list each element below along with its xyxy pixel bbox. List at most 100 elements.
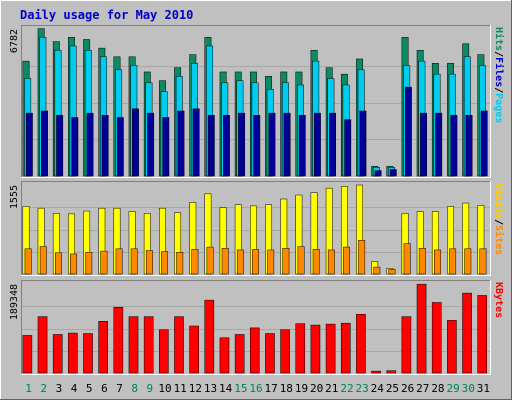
bar-kbytes (37, 316, 48, 374)
panel-hits-axis-label: Hits/Files/Pages (493, 27, 505, 123)
bar-kbytes (462, 292, 472, 374)
bar-kbytes (204, 299, 215, 374)
series-sites (24, 239, 487, 275)
day-label: 27 (416, 382, 429, 395)
bar-pages (116, 117, 124, 177)
bar-kbytes (295, 323, 306, 374)
axis-label-part: / (493, 51, 504, 57)
day-label: 17 (265, 382, 278, 395)
bar-sites (206, 246, 214, 275)
chart-title: Daily usage for May 2010 (20, 8, 193, 22)
bar-pages (313, 112, 321, 177)
bar-kbytes (340, 322, 351, 374)
bar-kbytes (128, 316, 139, 374)
day-label: 3 (56, 382, 63, 395)
day-label: 25 (386, 382, 399, 395)
bar-kbytes (325, 323, 336, 374)
bar-sites (403, 243, 411, 275)
day-label: 23 (356, 382, 369, 395)
day-label: 29 (446, 382, 459, 395)
bar-pages (329, 112, 337, 177)
bar-pages (359, 110, 367, 177)
day-label: 21 (325, 382, 338, 395)
bar-kbytes (431, 302, 442, 374)
bar-sites (55, 252, 62, 275)
bar-kbytes (113, 306, 124, 374)
bar-sites (252, 249, 259, 275)
bar-kbytes (401, 316, 412, 374)
bar-kbytes (143, 316, 154, 374)
bar-kbytes (159, 329, 169, 374)
bar-kbytes (52, 334, 63, 374)
axis-label-part: Files (493, 57, 505, 87)
day-label: 10 (158, 382, 171, 395)
bar-sites (449, 248, 457, 275)
bar-pages (268, 112, 276, 177)
day-label: 19 (295, 382, 308, 395)
day-label: 6 (101, 382, 108, 395)
panel-visits: 1555 Visits/Sites (9, 181, 505, 276)
day-label: 7 (116, 382, 123, 395)
bar-kbytes (371, 370, 381, 374)
day-label: 2 (40, 382, 47, 395)
bar-pages (71, 117, 79, 177)
bar-pages (344, 119, 352, 177)
bar-pages (465, 115, 473, 177)
bar-sites (176, 252, 184, 275)
bar-pages (132, 108, 139, 177)
bar-kbytes (386, 370, 397, 374)
axis-label-part: / (493, 87, 504, 93)
bar-kbytes (234, 334, 245, 374)
bar-kbytes (68, 332, 78, 374)
day-label: 9 (147, 382, 154, 395)
bar-pages (298, 115, 306, 177)
day-label: 5 (86, 382, 93, 395)
bar-pages (435, 112, 443, 177)
bar-sites (24, 248, 32, 275)
bar-sites (161, 251, 169, 275)
axis-label-part: Sites (493, 225, 505, 255)
bar-sites (130, 248, 138, 275)
day-label: 13 (204, 382, 217, 395)
day-label: 14 (219, 382, 233, 395)
bar-pages (374, 170, 382, 177)
bar-kbytes (174, 316, 184, 374)
bar-pages (86, 112, 94, 177)
bar-sites (464, 248, 472, 275)
bar-kbytes (310, 324, 321, 374)
day-label: 12 (189, 382, 202, 395)
bar-pages (162, 117, 170, 177)
day-label: 30 (462, 382, 475, 395)
bar-pages (25, 112, 33, 177)
bar-sites (236, 249, 244, 275)
bar-sites (115, 248, 123, 275)
bar-sites (191, 249, 199, 275)
day-label: 15 (234, 382, 247, 395)
day-label: 20 (310, 382, 323, 395)
bar-pages (404, 86, 412, 177)
bar-kbytes (22, 335, 33, 374)
panel-visits-max-label: 1555 (9, 185, 20, 209)
bar-kbytes (416, 283, 427, 374)
bar-pages (207, 115, 215, 177)
axis-label-part: KBytes (493, 282, 504, 318)
bar-sites (343, 246, 350, 275)
day-label: 28 (431, 382, 444, 395)
day-label: 16 (249, 382, 262, 395)
bar-sites (100, 250, 108, 275)
bar-sites (39, 246, 47, 275)
bar-kbytes (356, 314, 366, 374)
bar-kbytes (477, 295, 488, 374)
bar-sites (297, 246, 305, 275)
bar-sites (267, 249, 275, 275)
axis-label-part: Pages (493, 93, 504, 123)
bar-sites (434, 249, 441, 275)
bar-sites (358, 239, 366, 275)
bar-pages (450, 115, 458, 177)
bar-pages (41, 110, 48, 177)
bar-pages (420, 112, 427, 177)
bar-kbytes (219, 337, 230, 374)
day-label: 18 (280, 382, 293, 395)
